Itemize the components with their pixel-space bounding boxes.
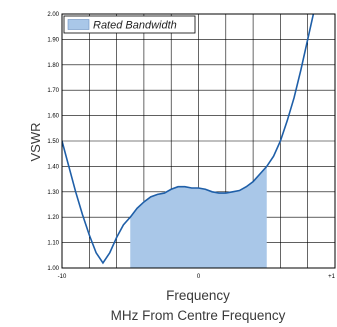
rated-bandwidth-area [130, 166, 267, 268]
y-tick-label: 1.40 [47, 164, 59, 170]
y-tick-label: 1.80 [47, 63, 59, 69]
plot-frame [61, 13, 336, 269]
y-tick-label: 1.00 [47, 266, 59, 272]
legend-box [63, 15, 196, 34]
y-tick-label: 1.20 [47, 215, 59, 221]
y-tick-label: 1.50 [47, 139, 59, 145]
y-tick-label: 1.70 [47, 88, 59, 94]
legend: Rated Bandwidth [63, 15, 196, 34]
plot-border [61, 13, 336, 269]
y-tick-label: 1.10 [47, 241, 59, 247]
legend-swatch [67, 19, 90, 30]
x-axis-subtitle: MHz From Centre Frequency [111, 308, 286, 323]
y-tick-label: 2.00 [47, 12, 59, 18]
y-axis-title: VSWR [28, 123, 43, 162]
rated-bandwidth-area-group [130, 166, 267, 268]
y-tick-label: 1.90 [47, 37, 59, 43]
series-group [62, 14, 315, 265]
x-tick-labels: -10 0 +1 [58, 274, 336, 280]
x-tick-label: +1 [328, 274, 336, 280]
x-axis-title: Frequency [166, 288, 230, 303]
legend-label: Rated Bandwidth [93, 20, 177, 32]
y-tick-label: 1.30 [47, 190, 59, 196]
vswr-series-line [62, 14, 315, 265]
y-tick-label: 1.60 [47, 114, 59, 120]
y-tick-labels: 1.00 1.10 1.20 1.30 1.40 1.50 1.60 1.70 1.80 1.90… [47, 12, 59, 272]
x-tick-label: 0 [197, 274, 201, 280]
x-tick-label: -10 [58, 274, 67, 280]
